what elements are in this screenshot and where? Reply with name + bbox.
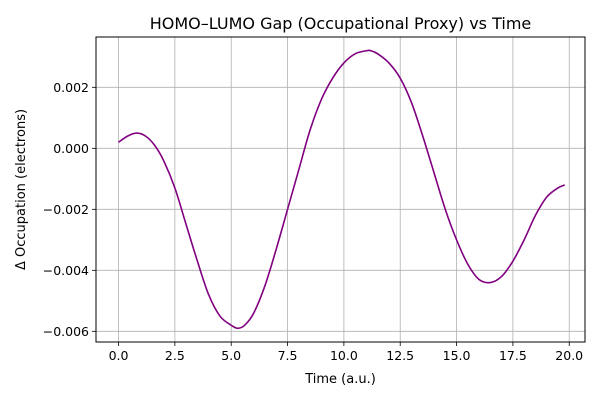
x-tick-label: 0.0: [109, 348, 129, 363]
series-line: [118, 49, 566, 330]
y-tick-label: −0.004: [43, 263, 89, 278]
x-tick-label: 10.0: [330, 348, 358, 363]
grid-lines: [96, 37, 585, 342]
x-tick-label: 7.5: [278, 348, 298, 363]
x-tick-label: 17.5: [499, 348, 527, 363]
chart-title: HOMO–LUMO Gap (Occupational Proxy) vs Ti…: [150, 14, 532, 33]
x-tick-label: 12.5: [386, 348, 414, 363]
y-tick-label: −0.002: [43, 202, 89, 217]
x-tick-label: 20.0: [555, 348, 583, 363]
x-tick-label: 15.0: [443, 348, 471, 363]
series-lines: [118, 49, 566, 330]
y-axis-ticks: −0.006 −0.004 −0.002 0.000 0.002: [43, 80, 96, 339]
y-tick-label: 0.000: [53, 141, 89, 156]
y-tick-label: 0.002: [53, 80, 89, 95]
x-tick-label: 2.5: [165, 348, 185, 363]
x-axis-ticks: 0.0 2.5 5.0 7.5 10.0 12.5 15.0 17.5 20.0: [109, 342, 583, 363]
y-tick-label: −0.006: [43, 324, 89, 339]
y-axis-label: Δ Occupation (electrons): [14, 109, 29, 270]
x-axis-label: Time (a.u.): [304, 372, 376, 387]
x-tick-label: 5.0: [221, 348, 241, 363]
plot-area-frame: [95, 36, 586, 343]
